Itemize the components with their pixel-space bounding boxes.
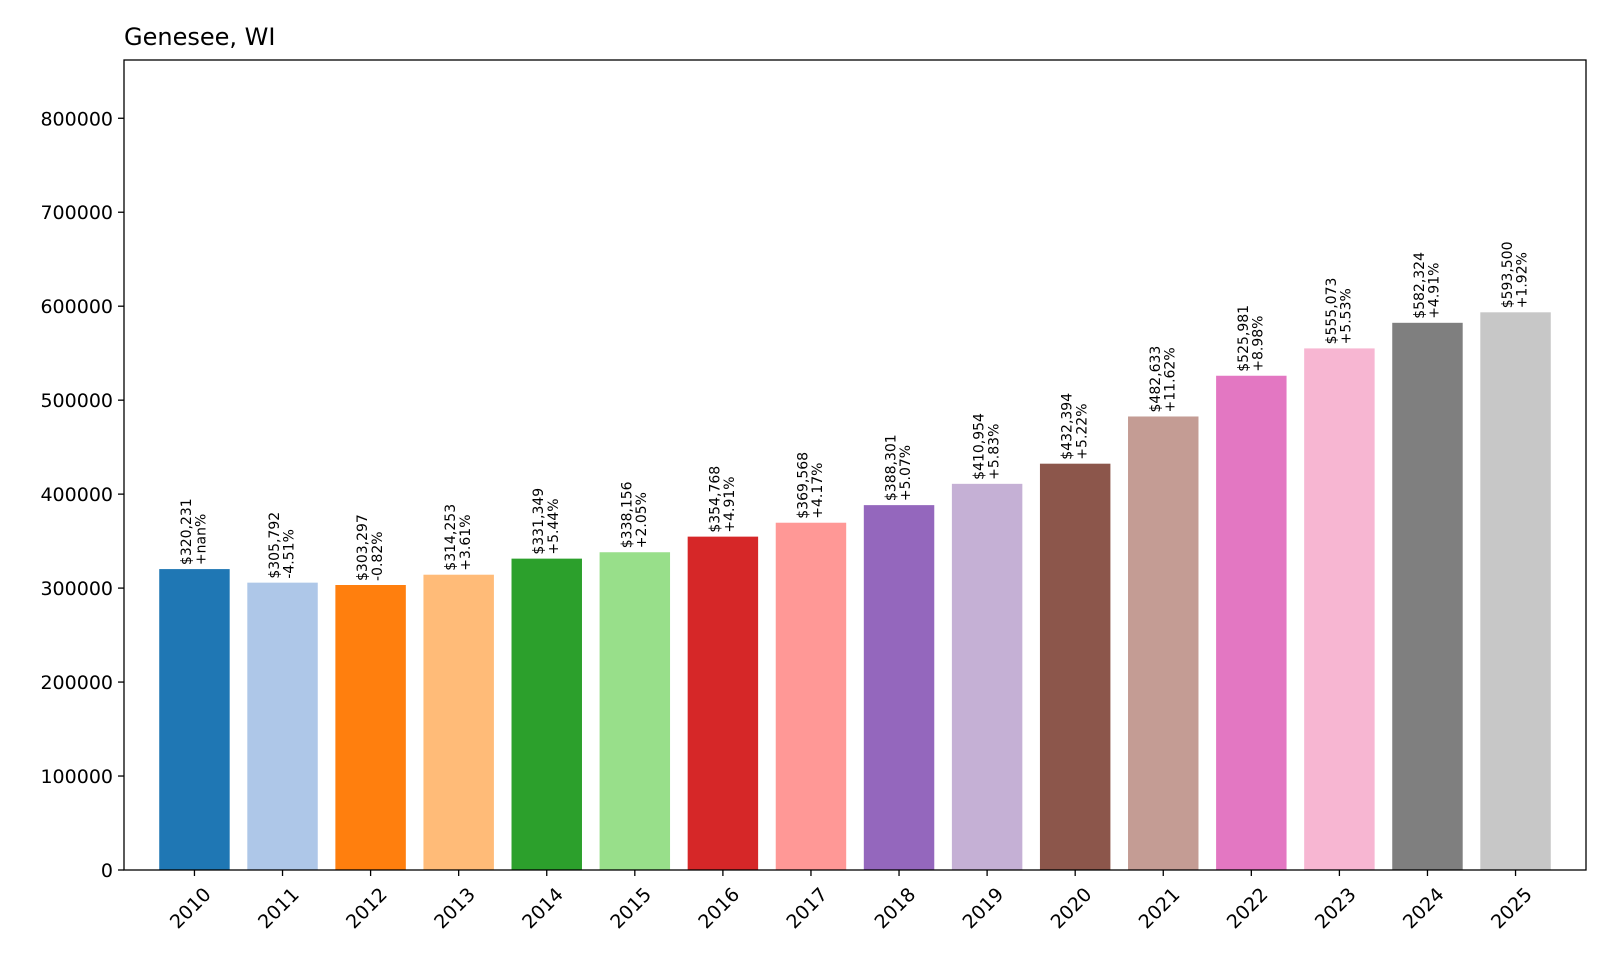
- bar-2015: [599, 552, 671, 870]
- bar-2022: [1216, 375, 1287, 870]
- bar-label-2010: $320,231+nan%: [179, 498, 210, 565]
- bar-2011: [247, 582, 318, 870]
- bar-label-2023: $555,073+5.53%: [1324, 278, 1355, 345]
- bar-value-label: $338,156: [619, 481, 635, 548]
- bar-2019: [951, 483, 1023, 870]
- x-tick-label: 2023: [1311, 884, 1361, 934]
- chart-title: Genesee, WI: [124, 23, 275, 51]
- bar-change-label: +4.91%: [1427, 263, 1443, 319]
- bar-label-2018: $388,301+5.07%: [884, 434, 915, 501]
- bar-2014: [511, 558, 582, 870]
- bar-value-label: $303,297: [355, 514, 371, 581]
- plot-frame: [123, 59, 1587, 871]
- bar-2013: [423, 574, 494, 870]
- bar-label-2012: $303,297-0.82%: [355, 514, 386, 581]
- bar-change-label: +11.62%: [1162, 347, 1178, 412]
- bar-value-label: $388,301: [884, 434, 900, 501]
- bar-change-label: +5.22%: [1074, 403, 1090, 459]
- y-tick-label: 0: [101, 860, 113, 882]
- y-tick-label: 100000: [40, 766, 113, 788]
- bar-labels-group: $320,231+nan% $305,792-4.51% $303,297-0.82…: [179, 241, 1531, 581]
- bar-change-label: +1.92%: [1515, 252, 1531, 308]
- bar-change-label: +5.53%: [1339, 288, 1355, 344]
- bar-label-2019: $410,954+5.83%: [972, 413, 1003, 480]
- bar-value-label: $582,324: [1412, 252, 1428, 319]
- bar-value-label: $354,768: [707, 466, 723, 533]
- x-tick-label: 2017: [782, 884, 832, 934]
- y-axis: 0 100000 200000 300000 400000 500000 600000 700…: [40, 108, 124, 882]
- bar-change-label: +4.17%: [810, 463, 826, 519]
- bar-label-2022: $525,981+8.98%: [1236, 305, 1267, 372]
- y-tick-label: 400000: [40, 484, 113, 506]
- bar-change-label: +nan%: [194, 514, 210, 565]
- y-tick-label: 300000: [40, 578, 113, 600]
- bar-2018: [863, 505, 935, 870]
- y-tick-label: 700000: [40, 202, 113, 224]
- bar-change-label: +4.91%: [722, 476, 738, 532]
- bar-value-label: $331,349: [531, 488, 547, 555]
- bar-label-2024: $582,324+4.91%: [1412, 252, 1443, 319]
- x-tick-label: 2011: [254, 884, 304, 934]
- bar-2016: [687, 536, 759, 870]
- x-axis: 2010 2011 2012 2013 2014 2015 2016 2017 2018 2019…: [166, 870, 1537, 933]
- bar-change-label: +5.07%: [898, 445, 914, 501]
- bar-value-label: $482,633: [1148, 346, 1164, 413]
- bar-2021: [1128, 416, 1199, 870]
- x-tick-label: 2019: [959, 884, 1009, 934]
- bar-label-2025: $593,500+1.92%: [1500, 241, 1531, 308]
- x-tick-label: 2013: [430, 884, 480, 934]
- bar-label-2015: $338,156+2.05%: [619, 481, 650, 548]
- x-tick-label: 2024: [1399, 884, 1449, 934]
- x-tick-label: 2015: [606, 884, 656, 934]
- bar-value-label: $305,792: [267, 512, 283, 579]
- bar-2025: [1480, 312, 1551, 870]
- x-tick-label: 2018: [870, 884, 920, 934]
- bar-value-label: $320,231: [179, 498, 195, 565]
- bar-value-label: $593,500: [1500, 241, 1516, 308]
- bar-change-label: +5.83%: [986, 424, 1002, 480]
- bars-group: [159, 312, 1551, 871]
- bar-2020: [1039, 463, 1111, 870]
- bar-change-label: +2.05%: [634, 492, 650, 548]
- bar-change-label: -0.82%: [370, 531, 386, 581]
- bar-label-2016: $354,768+4.91%: [707, 466, 738, 533]
- bar-2023: [1304, 348, 1375, 870]
- bar-label-2021: $482,633+11.62%: [1148, 346, 1179, 413]
- bar-value-label: $555,073: [1324, 278, 1340, 345]
- bar-value-label: $432,394: [1060, 393, 1076, 460]
- bar-value-label: $525,981: [1236, 305, 1252, 372]
- x-tick-label: 2021: [1135, 884, 1185, 934]
- x-tick-label: 2010: [166, 884, 216, 934]
- bar-label-2013: $314,253+3.61%: [443, 504, 474, 571]
- x-tick-label: 2022: [1223, 884, 1273, 934]
- bar-value-label: $314,253: [443, 504, 459, 571]
- x-tick-label: 2014: [518, 884, 568, 934]
- bar-value-label: $369,568: [795, 452, 811, 519]
- bar-2010: [159, 569, 230, 870]
- bar-2024: [1392, 322, 1463, 871]
- bar-change-label: +5.44%: [546, 498, 562, 554]
- y-tick-label: 600000: [40, 296, 113, 318]
- bar-2012: [335, 584, 406, 870]
- y-tick-label: 200000: [40, 672, 113, 694]
- bar-change-label: +8.98%: [1251, 316, 1267, 372]
- bar-2017: [775, 522, 847, 870]
- y-tick-label: 500000: [40, 390, 113, 412]
- bar-label-2014: $331,349+5.44%: [531, 488, 562, 555]
- bar-label-2020: $432,394+5.22%: [1060, 393, 1091, 460]
- bar-value-label: $410,954: [972, 413, 988, 480]
- x-tick-label: 2020: [1047, 884, 1097, 934]
- bar-change-label: +3.61%: [458, 514, 474, 570]
- x-tick-label: 2025: [1487, 884, 1537, 934]
- x-tick-label: 2016: [694, 884, 744, 934]
- x-tick-label: 2012: [342, 884, 392, 934]
- bar-change-label: -4.51%: [282, 529, 298, 579]
- y-tick-label: 800000: [40, 108, 113, 130]
- bar-label-2011: $305,792-4.51%: [267, 512, 298, 579]
- bar-label-2017: $369,568+4.17%: [795, 452, 826, 519]
